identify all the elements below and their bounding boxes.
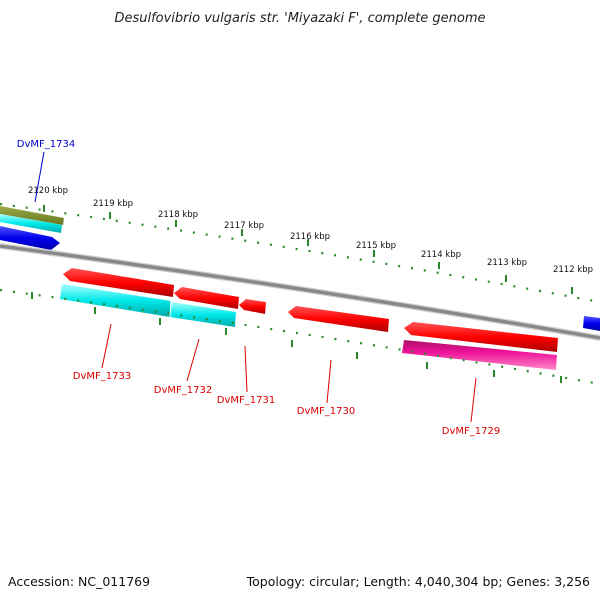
tick-label: 2112 kbp xyxy=(553,265,593,275)
tick-label: 2117 kbp xyxy=(224,221,264,231)
gene-label-dvmf1731[interactable]: DvMF_1731 xyxy=(217,395,275,406)
tick-label: 2114 kbp xyxy=(421,250,461,260)
leader-dvmf1730 xyxy=(326,359,332,404)
inner-major-ticks xyxy=(31,292,562,383)
tick-label: 2118 kbp xyxy=(158,210,198,220)
tick-label: 2113 kbp xyxy=(487,258,527,268)
cds-dvmf1732 xyxy=(174,287,239,309)
cds-dvmf1733 xyxy=(63,268,174,297)
genome-summary-text: Topology: circular; Length: 4,040,304 bp… xyxy=(246,574,590,589)
leader-dvmf1731 xyxy=(244,345,248,393)
leader-dvmf1733 xyxy=(101,323,112,369)
tick-labels: 2120 kbp 2119 kbp 2118 kbp 2117 kbp 2116… xyxy=(28,186,593,275)
outer-major-ticks xyxy=(43,205,573,294)
genome-backbone xyxy=(0,244,600,340)
cds-dvmf1731 xyxy=(239,299,266,314)
cds-dvmf1729 xyxy=(404,322,558,352)
cds-right-edge xyxy=(583,316,600,331)
cds-dvmf1734 xyxy=(0,226,60,250)
gene-label-dvmf1729[interactable]: DvMF_1729 xyxy=(442,426,500,437)
magenta-feature-1729 xyxy=(402,340,557,370)
map-title: Desulfovibrio vulgaris str. 'Miyazaki F'… xyxy=(114,11,485,26)
tick-label: 2115 kbp xyxy=(356,241,396,251)
olive-feature xyxy=(0,206,64,225)
cyan-feature-top xyxy=(0,214,62,233)
gene-label-dvmf1733[interactable]: DvMF_1733 xyxy=(73,371,131,382)
tick-label: 2120 kbp xyxy=(28,186,68,196)
leader-dvmf1734 xyxy=(34,151,45,203)
leader-dvmf1729 xyxy=(470,377,477,423)
gene-label-dvmf1730[interactable]: DvMF_1730 xyxy=(297,406,355,417)
tick-label: 2119 kbp xyxy=(93,199,133,209)
tick-label: 2116 kbp xyxy=(290,232,330,242)
feature-divider xyxy=(169,300,172,318)
cyan-feature-1733 xyxy=(60,284,171,317)
gene-label-dvmf1732[interactable]: DvMF_1732 xyxy=(154,385,212,396)
gene-label-dvmf1734[interactable]: DvMF_1734 xyxy=(17,139,75,150)
cds-dvmf1730 xyxy=(288,306,389,332)
leader-dvmf1732 xyxy=(186,338,200,382)
accession-text: Accession: NC_011769 xyxy=(8,574,150,589)
